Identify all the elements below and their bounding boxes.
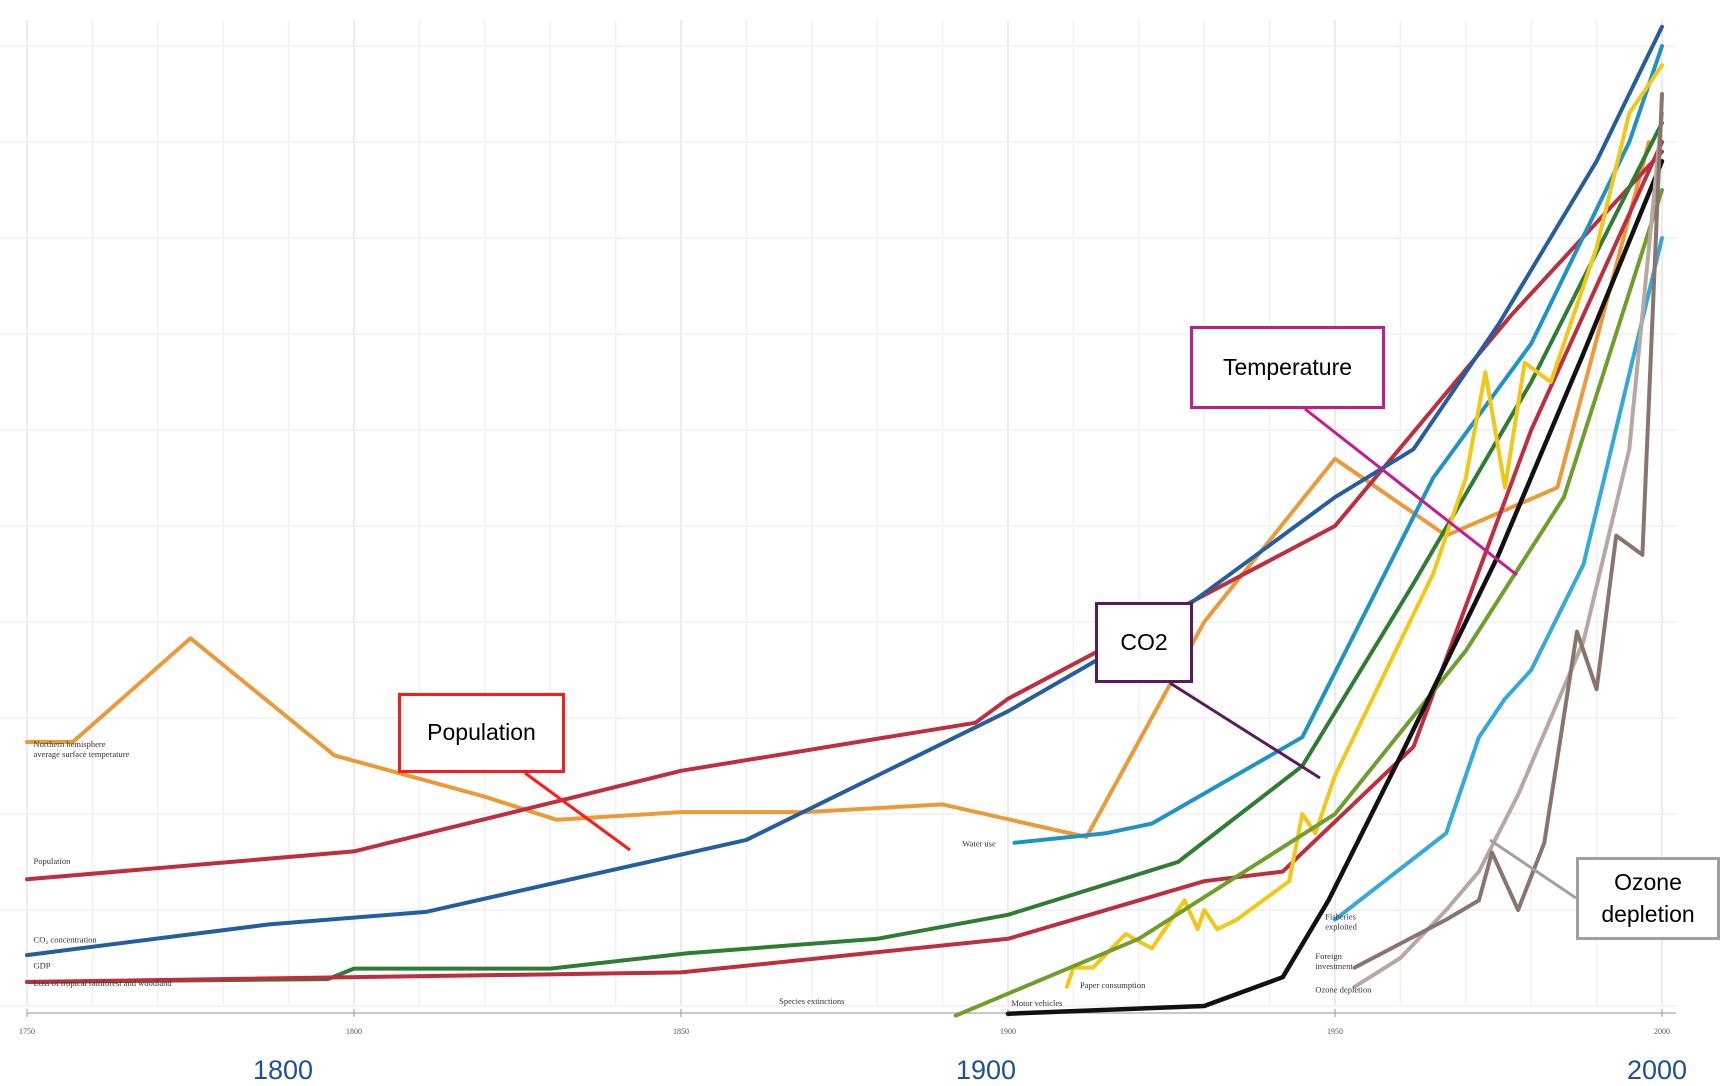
callout-connector-ozone — [1489, 838, 1577, 900]
inline-label-line: Paper consumption — [1080, 980, 1146, 990]
x-tick-label: 1950 — [1327, 1027, 1343, 1036]
big-year-label-1900: 1900 — [956, 1055, 1017, 1085]
callout-ozone: Ozone depletion — [1576, 857, 1720, 940]
inline-label-forest: Loss of tropical rainforest and woodland — [34, 978, 173, 988]
inline-label-fisheries: Fisheries exploited — [1325, 912, 1357, 932]
inline-label-temp: Northern hemisphere average surface tempe… — [34, 739, 130, 759]
inline-label-line: CO₂ concentration — [34, 935, 98, 945]
callout-co2-text: CO2 — [1120, 628, 1168, 655]
inline-label-vehicles: Motor vehicles — [1011, 998, 1062, 1008]
inline-label-water: Water use — [962, 839, 996, 849]
x-tick-label: 1750 — [19, 1027, 35, 1036]
series-lines — [25, 24, 1665, 1018]
inline-label-line: Northern hemisphere — [34, 739, 106, 749]
series-line-6 — [1064, 63, 1664, 989]
inline-labels: Northern hemisphere average surface tempe… — [34, 739, 1373, 1008]
inline-label-line: exploited — [1325, 922, 1357, 932]
series-line-8 — [1005, 158, 1665, 1016]
inline-label-line: investment — [1315, 961, 1353, 971]
x-tick-label: 2000 — [1654, 1027, 1670, 1036]
series-line-2 — [25, 24, 1664, 958]
series-line-3 — [25, 120, 1664, 984]
series-line-5 — [1012, 44, 1664, 845]
inline-label-ozone: Ozone depletion — [1315, 985, 1372, 995]
x-tick-label: 1800 — [346, 1027, 362, 1036]
big-year-label-2000: 2000 — [1627, 1055, 1688, 1085]
callout-ozone-text: Ozone depletion — [1601, 869, 1695, 927]
callout-temperature: Temperature — [1190, 326, 1385, 409]
inline-label-line: GDP — [34, 961, 51, 971]
inline-label-foreign: Foreign investment — [1315, 951, 1353, 971]
callout-connectors — [524, 407, 1577, 900]
series-line-11 — [1352, 92, 1664, 970]
inline-label-pop: Population — [34, 856, 72, 866]
inline-label-gdp: GDP — [34, 961, 51, 971]
big-year-label-1800: 1800 — [253, 1055, 314, 1085]
inline-label-line: Foreign — [1315, 951, 1342, 961]
x-tick-label: 1900 — [1000, 1027, 1016, 1036]
callout-co2: CO2 — [1095, 602, 1193, 683]
inline-label-co2: CO₂ concentration — [34, 935, 98, 945]
inline-label-line: Water use — [962, 839, 996, 849]
callout-connector-population — [524, 771, 631, 852]
grid — [0, 20, 1676, 1007]
inline-label-line: Species extinctions — [779, 996, 844, 1006]
x-axis: 1750 1800 1850 1900 1950 2000 — [19, 1009, 1676, 1036]
inline-label-species: Species extinctions — [779, 996, 844, 1006]
series-line-4 — [25, 140, 1664, 984]
callout-connector-co2 — [1169, 681, 1321, 780]
inline-label-line: Ozone depletion — [1315, 985, 1372, 995]
inline-label-line: Loss of tropical rainforest and woodland — [34, 978, 173, 988]
series-line-10 — [1352, 111, 1664, 989]
series-line-7 — [953, 188, 1664, 1018]
inline-label-line: Population — [34, 856, 72, 866]
callout-temperature-text: Temperature — [1222, 353, 1353, 380]
callout-connector-temperature — [1304, 407, 1518, 577]
series-line-9 — [1333, 236, 1664, 922]
inline-label-paper: Paper consumption — [1080, 980, 1146, 990]
callout-population: Population — [398, 693, 565, 773]
inline-label-line: average surface temperature — [34, 749, 130, 759]
inline-label-line: Fisheries — [1325, 912, 1356, 922]
callout-population-text: Population — [427, 719, 536, 746]
x-tick-label: 1850 — [673, 1027, 689, 1036]
inline-label-line: Motor vehicles — [1011, 998, 1062, 1008]
